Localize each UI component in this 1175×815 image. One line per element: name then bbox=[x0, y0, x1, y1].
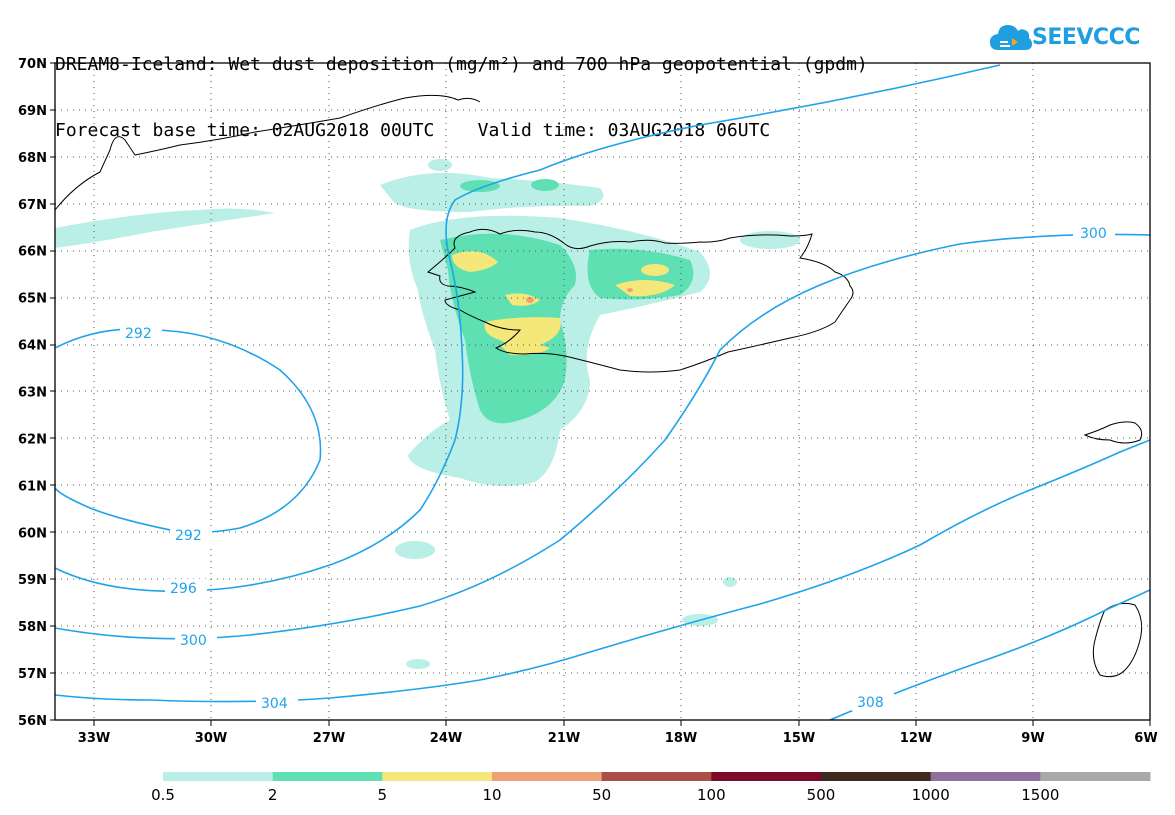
latitude-label: 63N bbox=[18, 386, 47, 401]
longitude-label: 33W bbox=[78, 731, 110, 746]
contour-label: 304 bbox=[261, 696, 288, 712]
longitude-label: 27W bbox=[313, 731, 345, 746]
contour-label: 300 bbox=[180, 633, 207, 649]
latitude-label: 69N bbox=[18, 104, 47, 119]
seevccc-logo: SEEVCCC bbox=[990, 20, 1140, 54]
colorbar-label: 5 bbox=[378, 786, 388, 804]
longitude-label: 24W bbox=[430, 731, 462, 746]
longitude-label: 30W bbox=[195, 731, 227, 746]
longitude-label: 9W bbox=[1021, 731, 1044, 746]
colorbar-swatch bbox=[272, 772, 383, 781]
longitude-label: 15W bbox=[783, 731, 815, 746]
longitude-label: 18W bbox=[665, 731, 697, 746]
latitude-label: 59N bbox=[18, 573, 47, 588]
colorbar bbox=[163, 772, 1151, 781]
latitude-label: 66N bbox=[18, 245, 47, 260]
colorbar-swatch bbox=[711, 772, 822, 781]
colorbar-swatch bbox=[382, 772, 493, 781]
colorbar-label: 100 bbox=[697, 786, 726, 804]
longitude-label: 12W bbox=[900, 731, 932, 746]
geopotential-contours bbox=[54, 64, 1151, 721]
latitude-label: 60N bbox=[18, 526, 47, 541]
colorbar-label: 1000 bbox=[912, 786, 950, 804]
latitude-label: 68N bbox=[18, 151, 47, 166]
title-line-1: DREAM8-Iceland: Wet dust deposition (mg/… bbox=[55, 54, 868, 75]
latitude-label: 61N bbox=[18, 479, 47, 494]
colorbar-swatch bbox=[930, 772, 1041, 781]
logo-text: SEEVCCC bbox=[1032, 24, 1140, 50]
colorbar-label: 500 bbox=[807, 786, 836, 804]
colorbar-swatch bbox=[163, 772, 274, 781]
latitude-label: 58N bbox=[18, 620, 47, 635]
map-title: DREAM8-Iceland: Wet dust deposition (mg/… bbox=[55, 10, 868, 164]
colorbar-swatch bbox=[601, 772, 712, 781]
colorbar-swatch bbox=[821, 772, 932, 781]
latitude-label: 57N bbox=[18, 667, 47, 682]
axis-ticks bbox=[50, 62, 1151, 726]
graticule bbox=[55, 63, 1150, 720]
colorbar-label: 2 bbox=[268, 786, 278, 804]
latitude-label: 70N bbox=[18, 57, 47, 72]
contour-label: 292 bbox=[125, 326, 152, 342]
colorbar-label: 0.5 bbox=[151, 786, 175, 804]
colorbar-swatch bbox=[1040, 772, 1151, 781]
colorbar-label: 50 bbox=[592, 786, 611, 804]
cloud-icon bbox=[990, 25, 1032, 50]
contour-label: 296 bbox=[170, 581, 197, 597]
coastlines bbox=[54, 94, 1143, 678]
latitude-label: 56N bbox=[18, 714, 47, 729]
longitude-labels: 33W 30W 27W 24W 21W 18W 15W 12W 9W 6W bbox=[78, 731, 1158, 746]
longitude-label: 6W bbox=[1134, 731, 1157, 746]
dust-deposition-layer bbox=[55, 159, 800, 669]
longitude-label: 21W bbox=[548, 731, 580, 746]
latitude-label: 64N bbox=[18, 339, 47, 354]
colorbar-swatch bbox=[492, 772, 603, 781]
colorbar-label: 1500 bbox=[1021, 786, 1059, 804]
latitude-label: 67N bbox=[18, 198, 47, 213]
colorbar-label: 10 bbox=[482, 786, 501, 804]
latitude-labels: 70N 69N 68N 67N 66N 65N 64N 63N 62N 61N 60N 59N 58N 5… bbox=[18, 57, 47, 729]
contour-labels: 300 292 292 296 300 304 308 bbox=[120, 224, 1115, 712]
contour-label: 300 bbox=[1080, 226, 1107, 242]
contour-label: 308 bbox=[857, 695, 884, 711]
latitude-label: 62N bbox=[18, 432, 47, 447]
contour-label: 292 bbox=[175, 528, 202, 544]
colorbar-labels: 0.5 2 5 10 50 100 500 1000 1500 bbox=[151, 786, 1059, 804]
title-line-2: Forecast base time: 02AUG2018 00UTC Vali… bbox=[55, 120, 771, 141]
latitude-label: 65N bbox=[18, 292, 47, 307]
